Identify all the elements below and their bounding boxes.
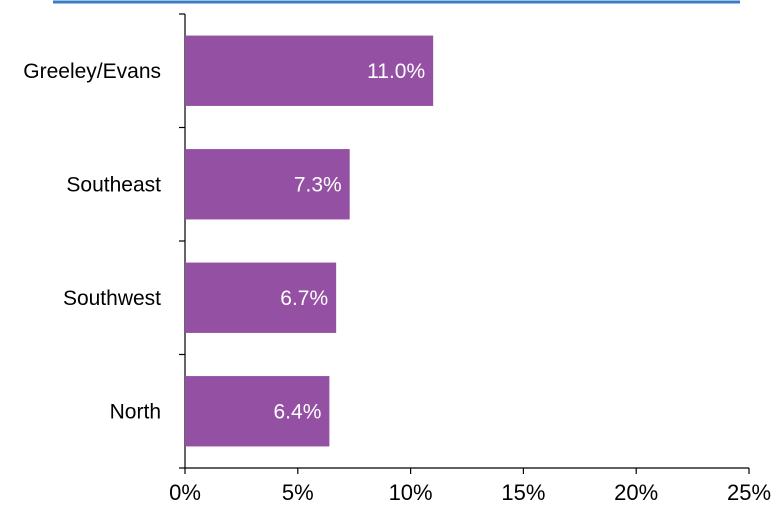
x-tick-label: 5% bbox=[282, 480, 314, 505]
data-label: 6.4% bbox=[274, 400, 322, 423]
bar bbox=[185, 149, 350, 220]
category-label: Greeley/Evans bbox=[23, 60, 161, 83]
data-label: 11.0% bbox=[367, 60, 425, 83]
category-label: Southwest bbox=[63, 287, 161, 310]
x-tick-label: 10% bbox=[389, 480, 433, 505]
data-label: 6.7% bbox=[280, 287, 328, 310]
x-tick-label: 0% bbox=[169, 480, 201, 505]
bar bbox=[185, 262, 337, 333]
x-tick-label: 25% bbox=[727, 480, 771, 505]
bar bbox=[185, 376, 330, 447]
category-label: Southeast bbox=[66, 173, 161, 196]
x-tick-label: 15% bbox=[501, 480, 545, 505]
bar bbox=[185, 35, 434, 106]
category-label: North bbox=[110, 400, 161, 423]
data-label: 7.3% bbox=[294, 173, 342, 196]
x-tick-label: 20% bbox=[614, 480, 658, 505]
